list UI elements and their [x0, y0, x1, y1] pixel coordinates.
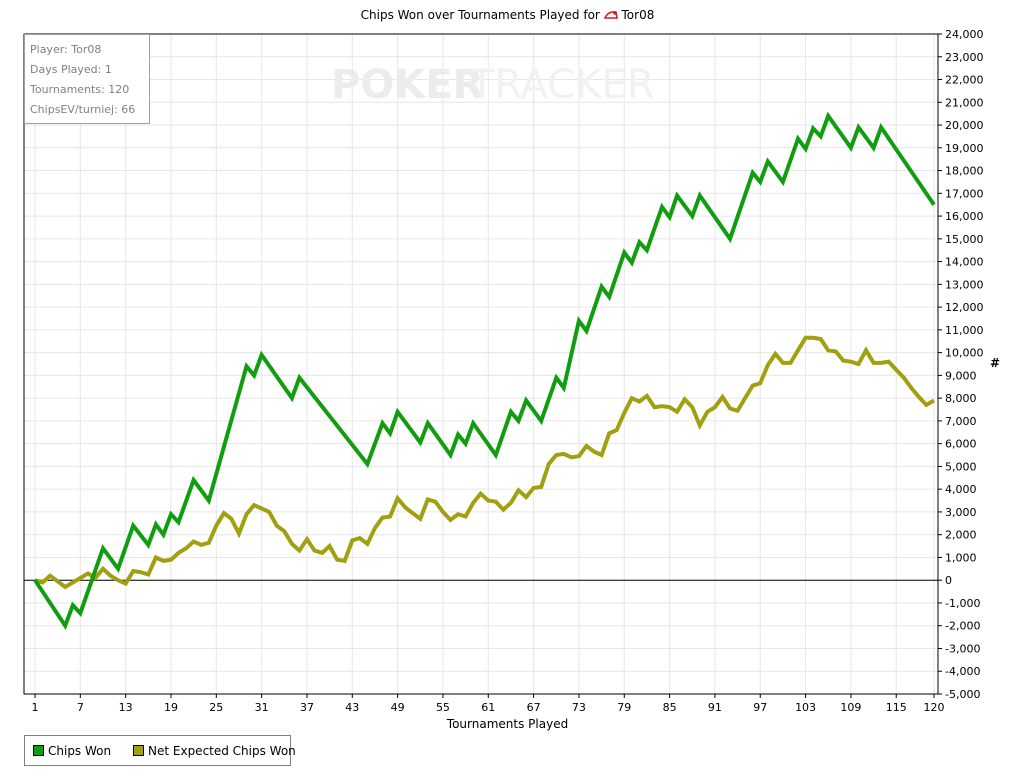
- y-tick-label: 8,000: [945, 392, 977, 405]
- x-tick-label: 91: [708, 701, 722, 714]
- info-player: Player: Tor08: [30, 43, 102, 56]
- series: [33, 111, 936, 631]
- legend-item-chips-won[interactable]: Chips Won: [33, 744, 111, 758]
- plot-frame: [23, 33, 939, 695]
- x-tick-label: 85: [663, 701, 677, 714]
- y-tick-label: -1,000: [945, 597, 980, 610]
- y-tick-label: 12,000: [945, 301, 984, 314]
- x-tick-label: 43: [345, 701, 359, 714]
- y-tick-label: 13,000: [945, 278, 984, 291]
- y-tick-label: 9,000: [945, 369, 977, 382]
- chart-title-player: Tor08: [621, 8, 655, 22]
- y-tick-label: 14,000: [945, 256, 984, 269]
- y-tick-label: 20,000: [945, 119, 984, 132]
- y-tick-label: 3,000: [945, 506, 977, 519]
- y-tick-label: 22,000: [945, 74, 984, 87]
- series-line-chips-won: [33, 111, 936, 631]
- x-tick-label: 73: [572, 701, 586, 714]
- x-tick-label: 31: [255, 701, 269, 714]
- x-tick-label: 115: [886, 701, 907, 714]
- x-tick-label: 109: [840, 701, 861, 714]
- y-tick-label: 1,000: [945, 551, 977, 564]
- y-tick-label: 2,000: [945, 529, 977, 542]
- y-tick-label: 0: [945, 574, 952, 587]
- y-tick-label: 17,000: [945, 187, 984, 200]
- watermark-tracker: TRACKER: [469, 62, 655, 108]
- y-tick-label: 11,000: [945, 324, 984, 337]
- y-tick-label: 21,000: [945, 96, 984, 109]
- x-tick-label: 1: [32, 701, 39, 714]
- x-tick-label: 67: [527, 701, 541, 714]
- x-tick-label: 7: [77, 701, 84, 714]
- legend: Chips Won Net Expected Chips Won: [24, 735, 296, 766]
- x-tick-label: 61: [481, 701, 495, 714]
- y-tick-label: 16,000: [945, 210, 984, 223]
- x-tick-label: 49: [391, 701, 405, 714]
- y-tick-label: 10,000: [945, 347, 984, 360]
- x-tick-label: 19: [164, 701, 178, 714]
- y-tick-label: 24,000: [945, 28, 984, 41]
- info-tournaments: Tournaments: 120: [30, 83, 130, 96]
- watermark-poker: POKER: [331, 62, 483, 108]
- x-tick-label: 37: [300, 701, 314, 714]
- y-tick-label: 5,000: [945, 460, 977, 473]
- y-tick-label: 18,000: [945, 165, 984, 178]
- y-tick-label: -4,000: [945, 665, 980, 678]
- y-tick-label: 6,000: [945, 438, 977, 451]
- chart-title-prefix: Chips Won over Tournaments Played for: [360, 8, 600, 22]
- x-axis-label: Tournaments Played: [446, 717, 569, 731]
- legend-swatch-chips-won: [33, 745, 44, 756]
- y-tick-label: 4,000: [945, 483, 977, 496]
- y-tick-label: -5,000: [945, 688, 980, 701]
- y-tick-label: 7,000: [945, 415, 977, 428]
- series-line-net-expected: [34, 335, 936, 590]
- y-tick-label: 15,000: [945, 233, 984, 246]
- legend-item-net-expected[interactable]: Net Expected Chips Won: [133, 744, 296, 758]
- y-tick-label: -2,000: [945, 620, 980, 633]
- axes: -5,000 -4,000 -3,000 -2,000 -1,000 0 1,000 2,00…: [23, 28, 984, 714]
- x-tick-label: 103: [795, 701, 816, 714]
- grid: [24, 33, 938, 695]
- player-info-box: Player: Tor08 Days Played: 1 Tournaments…: [24, 34, 150, 124]
- x-tick-label: 55: [436, 701, 450, 714]
- y-axis-label: #: [990, 356, 1001, 370]
- pokerstars-site-icon: [603, 11, 618, 19]
- y-tick-label: 19,000: [945, 142, 984, 155]
- x-tick-label: 97: [753, 701, 767, 714]
- chart-title: Chips Won over Tournaments Played for To…: [0, 8, 1015, 22]
- x-tick-label: 13: [119, 701, 133, 714]
- y-tick-label: -3,000: [945, 642, 980, 655]
- x-tick-label: 25: [209, 701, 223, 714]
- watermark: POKER TRACKER: [331, 62, 655, 108]
- info-days-played: Days Played: 1: [30, 63, 112, 76]
- legend-swatch-net-expected: [133, 745, 144, 756]
- x-tick-label: 79: [617, 701, 631, 714]
- info-chips-ev: ChipsEV/turniej: 66: [30, 103, 136, 116]
- y-tick-label: 23,000: [945, 51, 984, 64]
- x-tick-label: 120: [924, 701, 945, 714]
